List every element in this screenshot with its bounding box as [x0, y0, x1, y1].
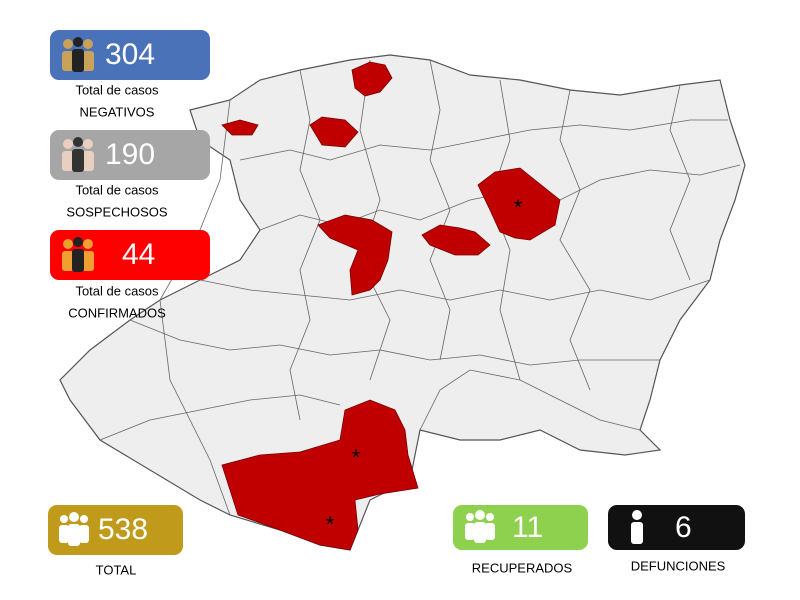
people-icon — [62, 37, 94, 72]
asterisk: * — [514, 195, 523, 220]
red-region — [351, 61, 393, 97]
badge-label: SOSPECHOSOS — [66, 204, 167, 219]
red-region — [477, 167, 561, 241]
badge-number: 538 — [98, 513, 148, 546]
badge-number: 6 — [675, 511, 692, 544]
badge-label: Total de casos — [75, 283, 159, 298]
badge-label: CONFIRMADOS — [68, 305, 166, 320]
red-region — [421, 224, 491, 256]
state-outline — [59, 54, 746, 551]
person-icon — [631, 510, 643, 544]
asterisk: * — [326, 512, 335, 537]
badge-defunciones: 6 DEFUNCIONES — [608, 505, 745, 573]
people-icon — [465, 510, 495, 543]
badge-number: 11 — [512, 511, 543, 544]
red-region — [221, 119, 259, 136]
people-icon — [62, 237, 94, 272]
badge-total: 538 TOTAL — [48, 505, 183, 577]
badge-number: 304 — [105, 38, 155, 71]
people-icon — [62, 137, 94, 172]
asterisk: * — [352, 445, 361, 470]
badge-label: TOTAL — [96, 562, 137, 577]
badge-label: DEFUNCIONES — [631, 558, 726, 573]
people-icon — [59, 512, 89, 546]
badge-confirmados: 44 Total de casos CONFIRMADOS — [50, 230, 210, 320]
badge-number: 190 — [105, 138, 155, 171]
badge-negativos: 304 Total de casos NEGATIVOS — [50, 30, 210, 119]
badge-recuperados: 11 RECUPERADOS — [453, 505, 588, 575]
badge-number: 44 — [122, 238, 155, 271]
red-region — [317, 214, 393, 296]
red-region — [221, 399, 419, 551]
map: * * * — [59, 54, 746, 551]
badge-label: Total de casos — [75, 182, 159, 197]
badge-label: RECUPERADOS — [472, 560, 573, 575]
badge-sospechosos: 190 Total de casos SOSPECHOSOS — [50, 130, 210, 219]
red-region — [309, 116, 359, 148]
confirmed-municipalities: * * * — [221, 61, 561, 551]
badge-label: Total de casos — [75, 82, 159, 97]
badge-label: NEGATIVOS — [80, 104, 155, 119]
